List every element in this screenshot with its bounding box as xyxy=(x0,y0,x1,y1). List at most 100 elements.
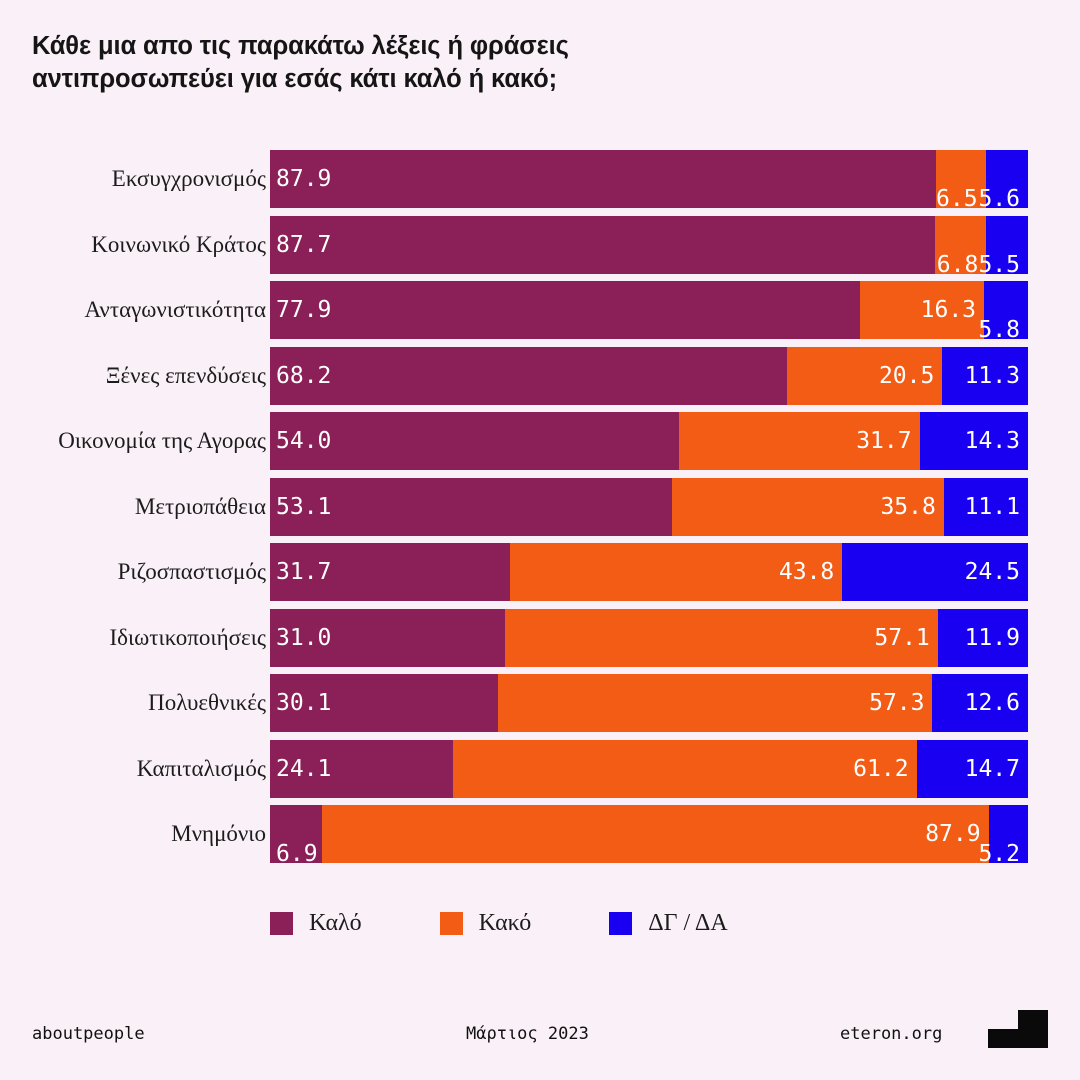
bar-segment-good: 31.0 xyxy=(270,608,505,667)
stacked-bar: 31.0 57.1 11.9 xyxy=(270,608,1028,667)
bar-segment-bad: 35.8 xyxy=(672,477,944,536)
segment-value: 31.7 xyxy=(276,559,332,585)
segment-value: 77.9 xyxy=(276,297,332,323)
legend-item[interactable]: Κακό xyxy=(439,909,532,937)
stacked-bar-chart: Εκσυγχρονισμός 87.9 6.5 5.6 Κοινωνικό Κράτος… xyxy=(0,150,1080,880)
bar-segment-good: 54.0 xyxy=(270,412,680,470)
bar-segment-good: 87.7 xyxy=(270,215,935,274)
segment-value: 87.9 xyxy=(276,166,332,192)
category-label: Μετριοπάθεια xyxy=(134,493,266,519)
chart-row: Ριζοσπαστισμός 31.7 43.8 24.5 xyxy=(0,543,1080,601)
bar-segment-good: 24.1 xyxy=(270,739,453,798)
segment-value: 6.9 xyxy=(276,841,318,867)
bar-segment-dk: 11.1 xyxy=(943,477,1028,536)
bar-segment-good: 31.7 xyxy=(270,543,511,601)
stacked-bar: 31.7 43.8 24.5 xyxy=(270,543,1028,601)
bar-segment-good: 30.1 xyxy=(270,674,499,732)
category-label: Κοινωνικό Κράτος xyxy=(91,231,266,257)
legend-label: ΔΓ / ΔΑ xyxy=(648,909,728,936)
category-label: Ριζοσπαστισμός xyxy=(117,559,266,584)
segment-value: 24.1 xyxy=(276,755,332,782)
stacked-bar: 87.9 6.5 5.6 xyxy=(270,150,1028,212)
segment-value: 57.3 xyxy=(869,690,925,716)
stacked-bar: 77.9 16.3 5.8 xyxy=(270,281,1028,343)
bar-segment-dk: 11.9 xyxy=(937,608,1028,667)
bar-segment-good: 87.9 xyxy=(270,150,937,208)
segment-value: 57.1 xyxy=(874,624,930,651)
category-label: Ανταγωνιστικότητα xyxy=(84,297,266,322)
bar-segment-dk: 12.6 xyxy=(932,674,1028,732)
bar-segment-bad: 61.2 xyxy=(452,739,917,798)
chart-row: Ιδιωτικοποιήσεις 31.0 57.1 11.9 xyxy=(0,608,1080,667)
bar-segment-good: 6.9 xyxy=(270,805,323,867)
footer: aboutpeople Μάρτιος 2023 eteron.org xyxy=(0,1010,1080,1062)
category-label: Μνημόνιο xyxy=(171,821,266,846)
bar-segment-dk: 5.5 xyxy=(978,215,1028,278)
chart-row: Ανταγωνιστικότητα 77.9 16.3 5.8 xyxy=(0,281,1080,343)
segment-value: 43.8 xyxy=(778,559,835,585)
chart-row: Καπιταλισμός 24.1 61.2 14.7 xyxy=(0,739,1080,798)
bar-segment-dk: 14.3 xyxy=(919,412,1028,470)
stacked-bar: 30.1 57.3 12.6 xyxy=(270,674,1028,732)
page-title-line-1: Κάθε μια απο τις παρακάτω λέξεις ή φράσε… xyxy=(32,32,569,60)
segment-value: 5.6 xyxy=(978,186,1020,212)
segment-value: 20.5 xyxy=(878,362,935,389)
segment-value: 5.2 xyxy=(978,841,1020,867)
bar-segment-dk: 14.7 xyxy=(916,739,1028,798)
bar-segment-bad: 57.1 xyxy=(504,608,938,667)
legend-swatch-icon xyxy=(609,911,633,935)
footer-brand: aboutpeople xyxy=(32,1024,145,1044)
segment-value: 61.2 xyxy=(853,755,909,782)
bar-segment-bad: 43.8 xyxy=(510,543,843,601)
stacked-bar: 68.2 20.5 11.3 xyxy=(270,346,1028,405)
chart-row: Μετριοπάθεια 53.1 35.8 11.1 xyxy=(0,477,1080,536)
segment-value: 6.5 xyxy=(936,186,978,212)
segment-value: 11.3 xyxy=(964,362,1020,389)
segment-value: 30.1 xyxy=(276,690,332,716)
stacked-bar: 6.9 87.9 5.2 xyxy=(270,805,1028,867)
segment-value: 5.8 xyxy=(978,317,1020,343)
category-label: Ιδιωτικοποιήσεις xyxy=(109,624,266,650)
legend-label: Καλό xyxy=(309,909,362,936)
segment-value: 14.7 xyxy=(964,755,1020,782)
segment-value: 68.2 xyxy=(276,362,332,389)
legend-label: Κακό xyxy=(478,909,532,936)
segment-value: 53.1 xyxy=(276,493,332,520)
bar-segment-bad: 20.5 xyxy=(786,346,943,405)
legend-swatch-icon xyxy=(270,911,293,935)
stacked-bar: 87.7 6.8 5.5 xyxy=(270,215,1028,278)
page-title: Κάθε μια απο τις παρακάτω λέξεις ή φράσε… xyxy=(32,30,792,96)
bar-segment-dk: 5.6 xyxy=(978,150,1028,212)
bar-segment-dk: 5.2 xyxy=(978,805,1028,867)
bar-segment-good: 77.9 xyxy=(270,281,861,339)
chart-row: Οικονομία της Αγορας 54.0 31.7 14.3 xyxy=(0,412,1080,470)
stacked-bar: 53.1 35.8 11.1 xyxy=(270,477,1028,536)
category-label: Ξένες επενδύσεις xyxy=(105,362,266,388)
bar-segment-bad: 6.5 xyxy=(936,150,986,212)
page-title-line-2: αντιπροσωπεύει για εσάς κάτι καλό ή κακό… xyxy=(32,65,558,93)
bar-segment-dk: 24.5 xyxy=(842,543,1028,601)
legend-swatch-icon xyxy=(439,911,463,935)
segment-value: 31.7 xyxy=(856,428,912,454)
legend-item[interactable]: Καλό xyxy=(270,910,362,937)
segment-value: 11.9 xyxy=(964,624,1020,651)
category-label: Οικονομία της Αγορας xyxy=(58,428,266,453)
category-label: Πολυεθνικές xyxy=(148,690,266,715)
segment-value: 12.6 xyxy=(964,690,1020,716)
chart-row: Εκσυγχρονισμός 87.9 6.5 5.6 xyxy=(0,150,1080,212)
footer-source: eteron.org xyxy=(840,1024,943,1044)
segment-value: 87.9 xyxy=(925,821,981,847)
bar-segment-good: 53.1 xyxy=(270,477,673,536)
chart-row: Κοινωνικό Κράτος 87.7 6.8 5.5 xyxy=(0,215,1080,278)
bar-segment-good: 68.2 xyxy=(270,346,787,405)
chart-row: Ξένες επενδύσεις 68.2 20.5 11.3 xyxy=(0,346,1080,405)
bar-segment-bad: 16.3 xyxy=(860,281,985,339)
segment-value: 16.3 xyxy=(920,297,977,323)
segment-value: 54.0 xyxy=(276,428,332,454)
category-label: Εκσυγχρονισμός xyxy=(111,166,266,191)
legend-item[interactable]: ΔΓ / ΔΑ xyxy=(609,909,728,937)
category-label: Καπιταλισμός xyxy=(136,755,266,781)
segment-value: 6.8 xyxy=(936,251,979,278)
segment-value: 11.1 xyxy=(964,493,1020,520)
footer-date: Μάρτιος 2023 xyxy=(466,1024,589,1044)
